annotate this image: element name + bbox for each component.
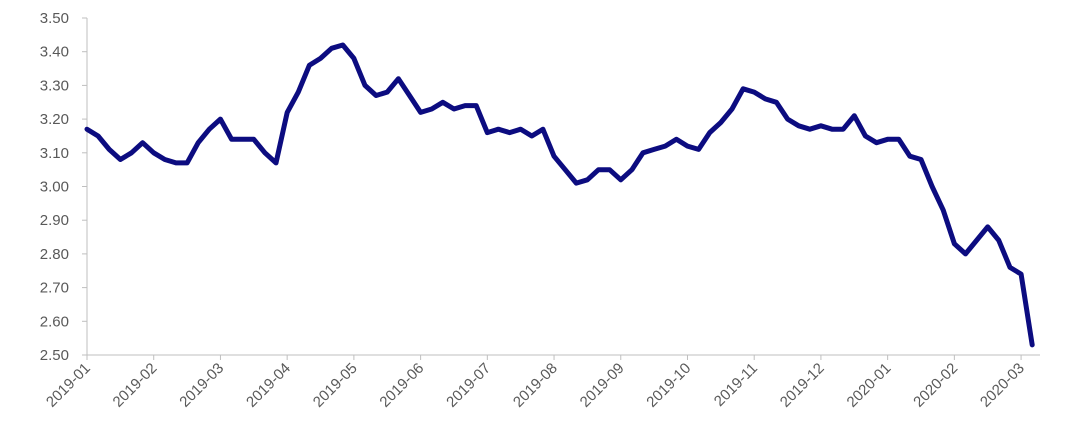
x-tick-label: 2019-11 — [711, 360, 761, 410]
x-tick-label: 2020-01 — [844, 360, 895, 411]
y-tick-label: 3.50 — [40, 10, 69, 27]
line-series — [84, 42, 1035, 348]
y-tick-label: 3.40 — [40, 44, 69, 61]
y-tick-label: 2.60 — [40, 313, 69, 330]
x-tick-label: 2020-03 — [977, 360, 1028, 411]
x-tick-label: 2020-02 — [910, 360, 961, 411]
x-tick-label: 2019-02 — [110, 360, 161, 411]
y-tick-label: 2.90 — [40, 212, 69, 229]
x-tick-label: 2019-01 — [43, 360, 94, 411]
x-tick-label: 2019-07 — [443, 360, 494, 411]
x-tick-label: 2019-08 — [510, 360, 561, 411]
x-tick-label: 2019-04 — [243, 360, 294, 411]
y-tick-label: 2.80 — [40, 246, 69, 263]
x-tick-label: 2019-12 — [777, 360, 828, 411]
y-tick-label: 3.30 — [40, 77, 69, 94]
y-tick-label: 3.00 — [40, 179, 69, 196]
y-tick-label: 3.10 — [40, 145, 69, 162]
x-tick-label: 2019-09 — [577, 360, 628, 411]
x-tick-label: 2019-10 — [643, 360, 694, 411]
y-tick-label: 3.20 — [40, 111, 69, 128]
y-tick-label: 2.50 — [40, 347, 69, 364]
y-tick-label: 2.70 — [40, 280, 69, 297]
x-tick-label: 2019-03 — [176, 360, 227, 411]
x-tick-label: 2019-06 — [376, 360, 427, 411]
x-tick-label: 2019-05 — [310, 360, 361, 411]
